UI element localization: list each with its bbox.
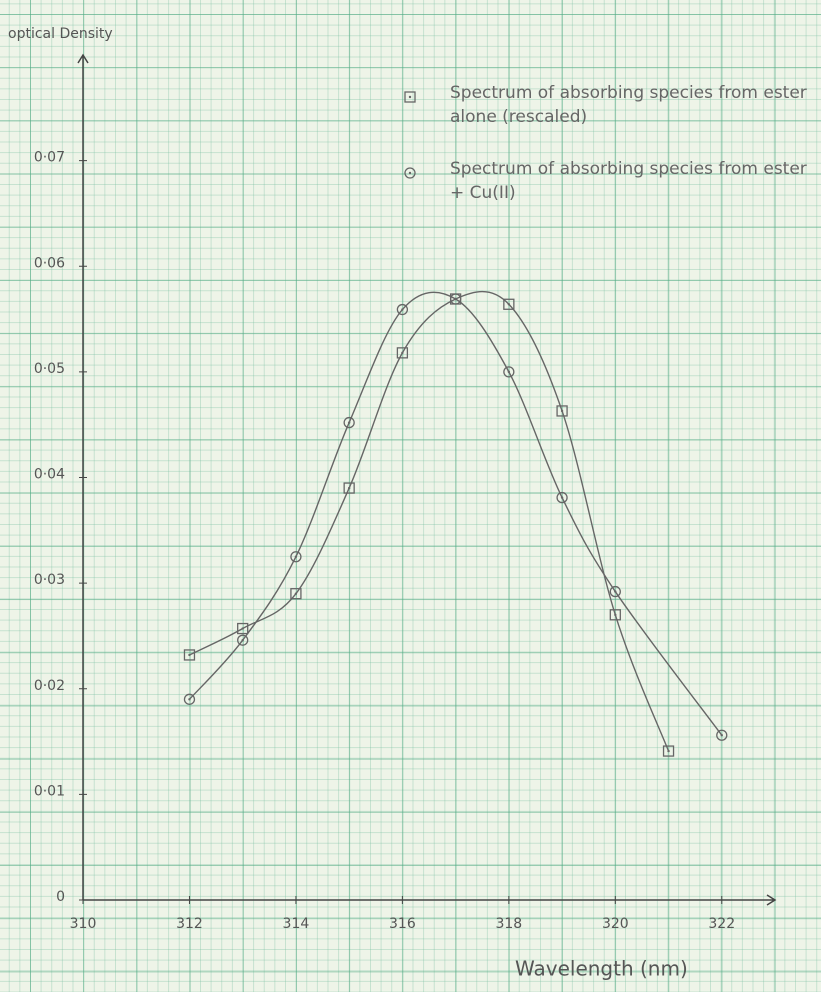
circle-marker: [716, 729, 728, 741]
square-marker: [290, 588, 302, 600]
marker-dot: [241, 638, 244, 642]
marker-dot: [614, 590, 617, 593]
marker-dot: [401, 351, 404, 355]
marker-box: [662, 745, 675, 757]
square-marker: [237, 622, 249, 635]
legend-entry: Spectrum of absorbing species from ester…: [450, 83, 807, 127]
marker-dot: [401, 308, 404, 311]
x-axis-title: Wavelength (nm): [515, 957, 688, 981]
square-marker: [183, 649, 196, 661]
x-tick-label: 322: [708, 916, 735, 932]
marker-box: [404, 91, 416, 103]
y-tick-label: 0·07: [34, 150, 65, 166]
marker-dot: [347, 421, 351, 424]
y-tick-label: 0·04: [34, 467, 65, 483]
marker-box: [503, 298, 515, 310]
legend-entry: Spectrum of absorbing species from ester…: [450, 159, 807, 203]
marker-dot: [507, 370, 511, 374]
marker-box: [556, 405, 568, 417]
y-tick-label: 0·03: [34, 572, 65, 588]
x-tick-label: 318: [495, 916, 522, 932]
y-tick-label: 0·01: [34, 783, 65, 799]
marker-ring: [404, 167, 416, 179]
marker-dot: [241, 627, 244, 630]
marker-box: [609, 609, 621, 621]
marker-ring: [396, 303, 409, 316]
y-tick-label: 0·06: [34, 255, 65, 271]
x-tick-label: 320: [602, 916, 629, 932]
marker-box: [290, 588, 302, 600]
circle-marker: [404, 167, 416, 179]
legend-label: Spectrum of absorbing species from ester…: [450, 159, 807, 203]
marker-dot: [507, 303, 511, 306]
y-axis-title: optical Density: [8, 26, 113, 42]
y-tick-label: 0·02: [34, 678, 65, 694]
circle-marker: [290, 551, 302, 563]
marker-dot: [408, 95, 412, 99]
marker-dot: [560, 496, 564, 499]
marker-box: [237, 622, 249, 635]
marker-box: [396, 347, 409, 359]
circle-marker: [237, 634, 249, 646]
square-marker: [343, 482, 355, 494]
legend-label: Spectrum of absorbing species from ester…: [450, 83, 807, 127]
circle-marker: [503, 366, 515, 378]
series-line: [189, 290, 670, 752]
square-marker: [556, 405, 568, 417]
x-tick-label: 310: [70, 916, 97, 932]
x-tick-label: 316: [389, 916, 416, 932]
marker-ring: [449, 293, 462, 305]
y-tick-label: 0·05: [34, 361, 65, 377]
marker-dot: [667, 749, 670, 753]
marker-ring: [343, 416, 355, 429]
y-tick-label: 0: [56, 889, 65, 905]
circle-marker: [343, 416, 355, 429]
marker-ring: [237, 634, 249, 646]
marker-ring: [716, 729, 728, 741]
circle-marker: [449, 293, 462, 305]
x-tick-label: 314: [283, 916, 310, 932]
marker-dot: [560, 409, 564, 413]
square-marker: [503, 298, 515, 310]
x-tick-label: 312: [176, 916, 203, 932]
marker-ring: [183, 693, 196, 705]
square-marker: [404, 91, 416, 103]
circle-marker: [556, 491, 568, 504]
circle-marker: [396, 303, 409, 316]
circle-marker: [609, 585, 621, 598]
marker-dot: [188, 653, 191, 657]
marker-dot: [720, 734, 723, 737]
marker-dot: [294, 592, 298, 595]
marker-dot: [614, 613, 617, 617]
marker-ring: [290, 551, 302, 563]
square-marker: [662, 745, 675, 757]
square-marker: [396, 347, 409, 359]
marker-ring: [556, 491, 568, 504]
circle-marker: [183, 693, 196, 705]
marker-dot: [294, 555, 298, 558]
marker-ring: [503, 366, 515, 378]
series-line: [188, 291, 723, 736]
marker-box: [183, 649, 196, 661]
marker-dot: [188, 698, 191, 701]
marker-dot: [454, 297, 457, 301]
x-axis: [83, 894, 777, 906]
marker-dot: [347, 486, 351, 490]
marker-box: [343, 482, 355, 494]
marker-ring: [609, 585, 621, 598]
marker-dot: [408, 171, 412, 175]
square-marker: [609, 609, 621, 621]
